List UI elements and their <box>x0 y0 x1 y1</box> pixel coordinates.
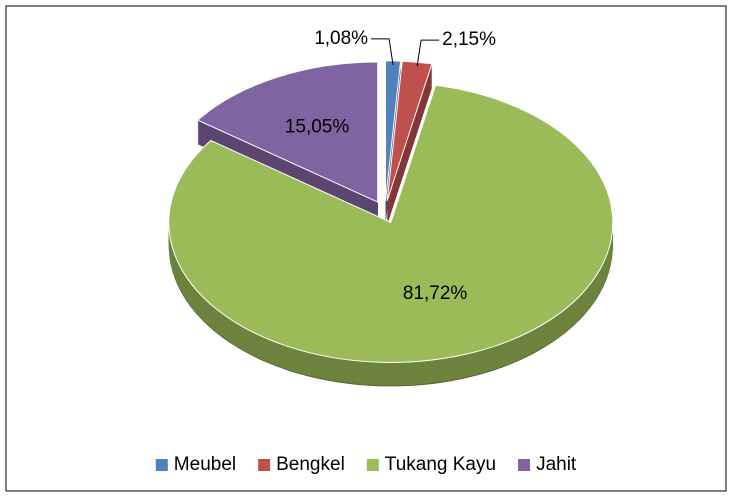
legend-label: Tukang Kayu <box>385 454 496 475</box>
data-label: 81,72% <box>403 283 468 304</box>
data-label: 1,08% <box>314 28 368 49</box>
data-label: 15,05% <box>285 116 350 137</box>
legend-label: Meubel <box>174 454 236 475</box>
legend-swatch <box>155 459 168 471</box>
slice <box>168 84 614 363</box>
leader-line <box>371 38 394 65</box>
legend-label: Jahit <box>536 454 577 475</box>
legend-swatch <box>258 459 271 471</box>
legend-swatch <box>518 459 531 471</box>
leader-line <box>416 39 440 67</box>
legend-label: Bengkel <box>276 454 345 475</box>
data-label: 2,15% <box>442 29 496 50</box>
legend-swatch <box>366 459 379 471</box>
slice <box>385 60 402 201</box>
slice <box>386 60 433 202</box>
slice <box>196 61 379 203</box>
